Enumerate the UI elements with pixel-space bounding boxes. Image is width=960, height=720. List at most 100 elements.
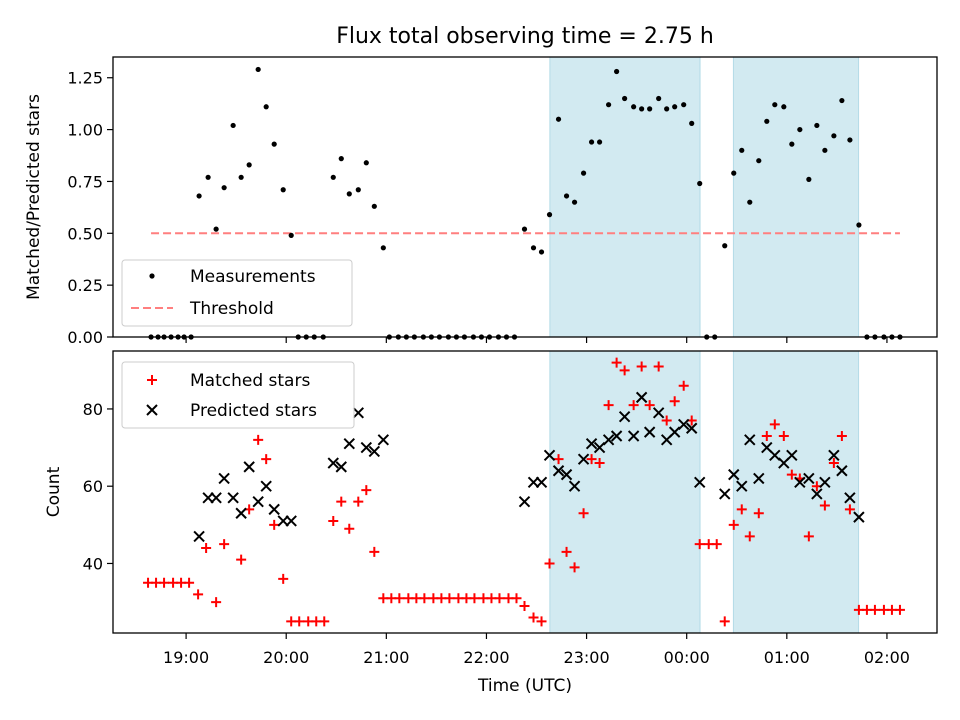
matched-star-point — [786, 469, 797, 480]
matched-star-point — [519, 600, 530, 611]
measurement-point — [255, 66, 261, 73]
predicted-star-point — [602, 434, 615, 446]
top-legend-box — [121, 259, 353, 327]
top-y-tick-label: 0.75 — [67, 172, 103, 191]
matched-star-point — [361, 485, 372, 496]
predicted-star-point — [210, 492, 222, 504]
matched-star-point — [711, 539, 722, 550]
bottom-panel: 19:00 20:00 21:00 22:00 23:00 00:00 01:00 02:00… — [44, 350, 938, 667]
bottom-legend: Matched stars Predicted stars — [121, 361, 355, 429]
matched-star-point — [669, 396, 680, 407]
matched-star-point — [828, 458, 839, 469]
predicted-star-point — [235, 507, 247, 519]
matched-star-point — [278, 573, 289, 584]
matched-star-point — [819, 500, 830, 511]
matched-star-point — [619, 365, 630, 376]
matched-star-point — [184, 577, 195, 588]
predicted-star-point — [377, 434, 390, 446]
measurement-point — [580, 170, 587, 176]
predicted-star-point — [268, 503, 280, 516]
measurement-point — [288, 232, 294, 238]
measurement-point — [596, 139, 603, 145]
measurement-point — [380, 245, 386, 251]
matched-star-point — [803, 531, 814, 542]
predicted-star-point — [811, 488, 823, 500]
top-y-tick-label: 0.50 — [67, 224, 103, 243]
measurement-point — [739, 147, 745, 153]
matched-star-point — [644, 400, 655, 411]
top-y-tick-label: 1.00 — [67, 121, 103, 140]
bottom-y-tick-label: 40 — [83, 554, 103, 573]
matched-star-point — [211, 597, 222, 608]
predicted-star-point — [694, 476, 706, 489]
predicted-star-point — [227, 492, 239, 504]
predicted-star-point — [343, 438, 355, 450]
matched-star-point — [369, 546, 380, 557]
matched-star-point — [636, 361, 647, 372]
measurement-point — [221, 185, 227, 191]
x-tick-label: 21:00 — [363, 648, 409, 667]
matched-star-point — [594, 458, 605, 469]
x-tick-label: 01:00 — [764, 648, 810, 667]
top-legend: Measurements Threshold — [121, 259, 353, 327]
x-tick-label: 20:00 — [263, 648, 309, 667]
predicted-star-point — [685, 422, 698, 434]
measurement-point — [196, 193, 202, 199]
predicted-star-point — [828, 449, 840, 462]
measurement-point — [538, 249, 545, 255]
measurement-point — [656, 95, 662, 102]
measurement-point — [747, 199, 753, 205]
measurement-point — [263, 104, 269, 110]
predicted-star-point — [803, 472, 815, 485]
matched-star-point — [603, 400, 614, 411]
predicted-star-point — [327, 457, 339, 469]
predicted-star-point — [627, 430, 640, 442]
measurement-point — [230, 122, 236, 129]
measurement-point — [588, 139, 595, 145]
matched-star-point — [419, 593, 430, 604]
predicted-star-point — [518, 495, 531, 508]
predicted-star-point — [252, 495, 264, 508]
predicted-star-point — [618, 410, 631, 423]
predicted-star-point — [335, 461, 347, 473]
matched-star-point — [753, 508, 764, 519]
measurement-point — [346, 191, 352, 197]
measurement-point — [697, 180, 703, 187]
matched-star-point — [159, 577, 170, 588]
measurement-point — [814, 122, 820, 129]
x-tick-label: 02:00 — [864, 648, 910, 667]
matched-star-point — [528, 612, 539, 623]
predicted-star-point — [577, 453, 590, 465]
measurement-point — [530, 245, 537, 251]
x-tick-label: 19:00 — [163, 648, 209, 667]
matched-star-point — [628, 400, 639, 411]
measurement-point — [647, 106, 653, 112]
measurement-point — [563, 193, 570, 199]
measurement-point — [280, 187, 286, 193]
measurement-point — [205, 174, 211, 180]
top-y-tick-label: 0.25 — [67, 276, 103, 295]
measurement-point — [664, 106, 670, 112]
measurement-point — [338, 156, 344, 162]
predicted-star-point — [844, 492, 856, 504]
x-tick-label: 22:00 — [463, 648, 509, 667]
measurement-point — [672, 104, 678, 110]
legend-predicted-label: Predicted stars — [190, 401, 317, 421]
matched-star-point — [544, 558, 555, 569]
top-ylabel: Matched/Predicted stars — [24, 94, 44, 300]
matched-star-point — [569, 562, 580, 573]
legend-measurements-label: Measurements — [190, 267, 316, 287]
measurement-point — [797, 126, 803, 133]
bottom-plot-frame — [112, 350, 938, 634]
matched-star-point — [561, 546, 572, 557]
measurement-point — [764, 118, 770, 124]
matched-star-point — [236, 554, 247, 565]
predicted-star-point — [786, 449, 798, 462]
predicted-star-point — [218, 472, 230, 485]
x-tick-label: 00:00 — [664, 648, 710, 667]
matched-star-point — [661, 415, 672, 426]
top-plot-frame — [112, 56, 938, 338]
predicted-star-point — [560, 468, 573, 481]
matched-star-point — [328, 515, 339, 526]
